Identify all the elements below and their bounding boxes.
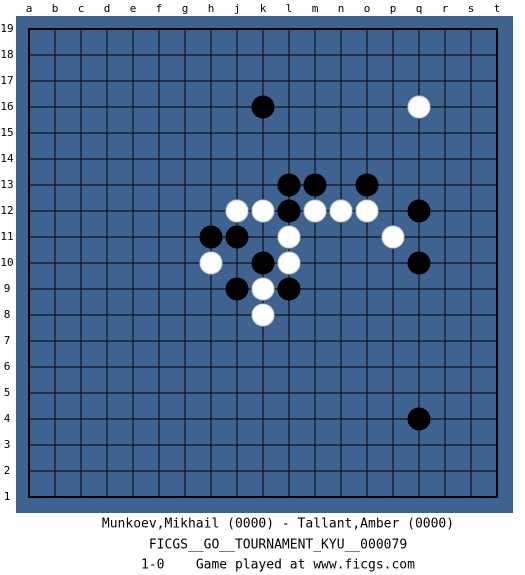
players: Munkoev,Mikhail (0000) - Tallant,Amber (…	[102, 517, 454, 532]
result: 1-0 Game played at www.ficgs.com	[141, 558, 415, 573]
row-label: 8	[4, 308, 11, 321]
stone	[225, 277, 249, 301]
column-label: t	[494, 2, 501, 15]
column-label: s	[468, 2, 475, 15]
stone	[277, 277, 301, 301]
row-label: 18	[0, 48, 13, 61]
stone	[407, 251, 431, 275]
column-label: f	[156, 2, 163, 15]
stone	[277, 225, 301, 249]
column-label: h	[208, 2, 215, 15]
stone	[329, 199, 353, 223]
column-label: c	[78, 2, 85, 15]
row-label: 13	[0, 178, 13, 191]
column-label: n	[338, 2, 345, 15]
stone	[303, 173, 327, 197]
stone	[251, 251, 275, 275]
row-label: 12	[0, 204, 13, 217]
column-label: a	[26, 2, 33, 15]
stone	[251, 277, 275, 301]
coordinates: a b c d e f g h j k l m n o p q r s t191817161514131211109…	[0, 2, 500, 503]
row-label: 17	[0, 74, 13, 87]
stone	[225, 225, 249, 249]
column-label: e	[130, 2, 137, 15]
stone	[407, 407, 431, 431]
row-label: 16	[0, 100, 13, 113]
row-label: 6	[4, 360, 11, 373]
row-label: 10	[0, 256, 13, 269]
row-label: 3	[4, 438, 11, 451]
stone	[251, 303, 275, 327]
stones	[199, 95, 431, 431]
stone	[225, 199, 249, 223]
stone	[251, 199, 275, 223]
row-label: 1	[4, 490, 11, 503]
row-label: 7	[4, 334, 11, 347]
column-label: b	[52, 2, 59, 15]
stone	[381, 225, 405, 249]
stone	[251, 95, 275, 119]
column-label: m	[312, 2, 319, 15]
row-label: 19	[0, 22, 13, 35]
column-label: p	[390, 2, 397, 15]
column-label: k	[260, 2, 267, 15]
tournament: FICGS__GO__TOURNAMENT_KYU__000079	[149, 538, 407, 553]
stone	[277, 173, 301, 197]
row-label: 15	[0, 126, 13, 139]
row-label: 14	[0, 152, 14, 165]
stone	[199, 225, 223, 249]
row-label: 4	[4, 412, 11, 425]
stone	[355, 199, 379, 223]
row-label: 9	[4, 282, 11, 295]
stone	[407, 95, 431, 119]
stone	[355, 173, 379, 197]
column-label: d	[104, 2, 111, 15]
stone	[407, 199, 431, 223]
column-label: g	[182, 2, 189, 15]
column-label: l	[286, 2, 293, 15]
stone	[277, 199, 301, 223]
row-label: 11	[0, 230, 13, 243]
column-label: q	[416, 2, 423, 15]
stone	[303, 199, 327, 223]
column-label: r	[442, 2, 449, 15]
row-label: 5	[4, 386, 11, 399]
row-label: 2	[4, 464, 11, 477]
stone	[199, 251, 223, 275]
column-label: o	[364, 2, 371, 15]
stone	[277, 251, 301, 275]
column-label: j	[234, 2, 241, 15]
